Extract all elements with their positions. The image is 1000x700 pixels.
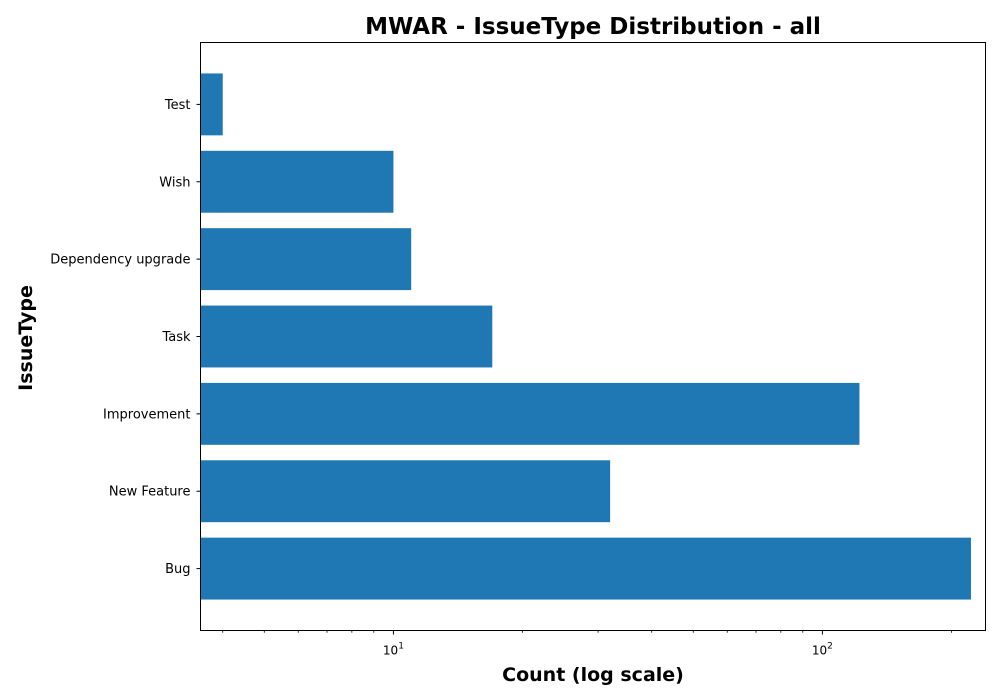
bar-task xyxy=(200,305,493,368)
bar-wish xyxy=(200,150,394,213)
x-tick-label: 102 xyxy=(812,642,833,658)
y-tick-label: Task xyxy=(161,330,191,345)
y-tick-label: New Feature xyxy=(109,485,191,500)
bars-group xyxy=(200,73,971,600)
bar-test xyxy=(200,73,223,136)
y-tick-label: Improvement xyxy=(103,407,190,422)
y-tick-label: Dependency upgrade xyxy=(50,253,190,268)
x-axis-ticks: 101 102 xyxy=(222,630,952,658)
y-tick-label: Wish xyxy=(159,175,190,190)
plot-frame xyxy=(200,42,986,631)
y-tick-label: Test xyxy=(164,98,191,113)
y-tick-label: Bug xyxy=(165,562,190,577)
chart-title: MWAR - IssueType Distribution - all xyxy=(365,14,821,40)
y-axis-label: IssueType xyxy=(15,285,37,391)
bar-bug xyxy=(200,537,971,600)
bar-new-feature xyxy=(200,460,611,523)
y-axis-ticks: Bug New Feature Improvement Task Dependency … xyxy=(50,98,201,577)
x-axis-label: Count (log scale) xyxy=(502,664,684,686)
bar-dependency-upgrade xyxy=(200,228,412,291)
x-tick-label: 101 xyxy=(383,642,404,658)
bar-improvement xyxy=(200,382,860,445)
